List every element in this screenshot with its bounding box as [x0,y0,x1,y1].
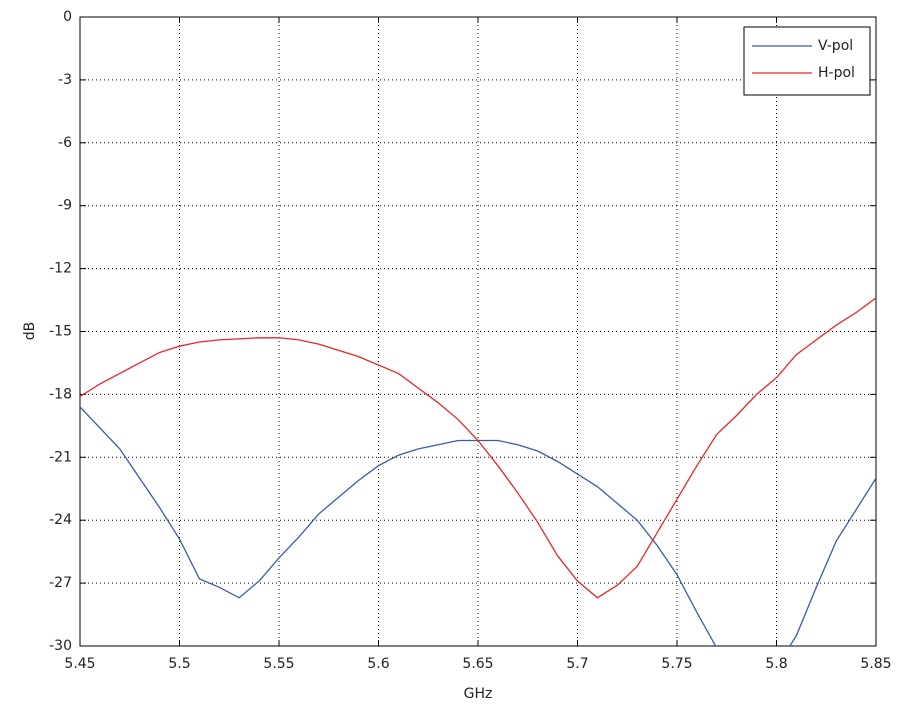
x-tick-label: 5.75 [661,656,692,672]
y-tick-label: -27 [49,575,72,591]
y-tick-label: -6 [58,135,72,151]
y-tick-label: -9 [58,198,72,214]
x-tick-label: 5.7 [566,656,588,672]
x-axis-label: GHz [464,686,493,702]
y-tick-label: -15 [49,324,72,340]
y-axis-label: dB [22,322,38,341]
x-tick-label: 5.5 [168,656,190,672]
y-tick-label: -24 [49,512,72,528]
y-tick-label: -21 [49,449,72,465]
x-tick-label: 5.6 [367,656,389,672]
legend-label: H-pol [818,65,855,81]
y-tick-label: -30 [49,638,72,654]
plot-frame [79,16,877,647]
y-tick-label: -3 [58,72,72,88]
x-tick-label: 5.45 [64,656,95,672]
x-tick-label: 5.85 [860,656,891,672]
x-tick-label: 5.65 [462,656,493,672]
y-tick-label: -18 [49,386,72,402]
y-tick-label: 0 [63,9,72,25]
x-tick-label: 5.8 [765,656,787,672]
legend-box [743,26,871,96]
plot-area [80,297,876,646]
y-tick-label: -12 [49,261,72,277]
legend-label: V-pol [818,38,853,54]
series-line [80,297,876,599]
x-tick-label: 5.55 [263,656,294,672]
